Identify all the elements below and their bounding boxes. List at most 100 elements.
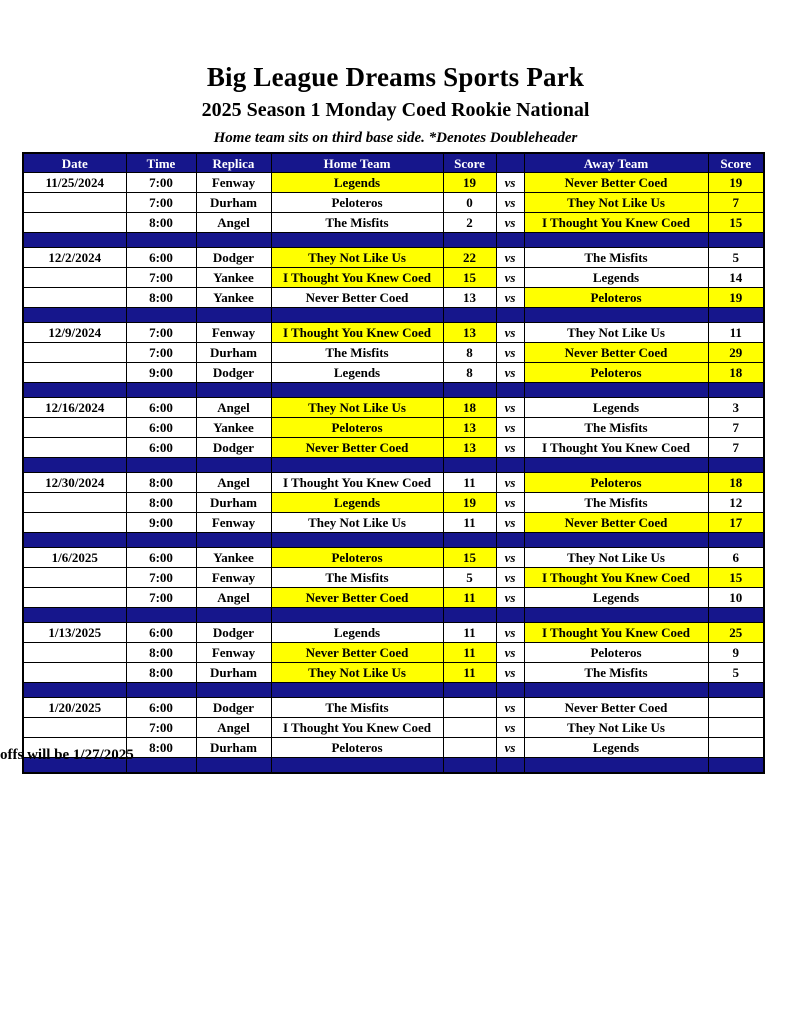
spacer-cell: [442, 457, 497, 473]
vs-cell: vs: [495, 342, 525, 363]
vs-cell: vs: [495, 567, 525, 588]
spacer-cell: [495, 682, 525, 698]
away-score-cell: 7: [707, 192, 765, 213]
spacer-cell: [195, 382, 272, 398]
away-score-cell: 6: [707, 547, 765, 568]
vs-cell: vs: [495, 362, 525, 383]
date-cell: [22, 587, 127, 608]
date-cell: 11/25/2024: [22, 172, 127, 193]
away-team-cell: Legends: [523, 267, 709, 288]
spacer-cell: [523, 682, 709, 698]
home-score-cell: 11: [442, 587, 497, 608]
date-cell: 12/16/2024: [22, 397, 127, 418]
away-score-cell: 19: [707, 287, 765, 308]
date-cell: [22, 267, 127, 288]
col-header-away-score: Score: [707, 152, 765, 173]
away-team-cell: The Misfits: [523, 247, 709, 268]
home-team-cell: I Thought You Knew Coed: [270, 322, 444, 343]
spacer-cell: [22, 757, 127, 774]
spacer-cell: [707, 682, 765, 698]
spacer-cell: [270, 382, 444, 398]
spacer-cell: [707, 757, 765, 774]
home-team-cell: Peloteros: [270, 547, 444, 568]
vs-cell: vs: [495, 472, 525, 493]
time-cell: 7:00: [125, 717, 197, 738]
away-score-cell: [707, 697, 765, 718]
replica-cell: Dodger: [195, 362, 272, 383]
home-team-cell: Peloteros: [270, 417, 444, 438]
home-score-cell: 0: [442, 192, 497, 213]
vs-cell: vs: [495, 397, 525, 418]
spacer-cell: [442, 607, 497, 623]
home-team-cell: I Thought You Knew Coed: [270, 267, 444, 288]
spacer-cell: [495, 532, 525, 548]
time-cell: 6:00: [125, 697, 197, 718]
home-team-cell: Never Better Coed: [270, 587, 444, 608]
game-row: 1/20/2025 6:00 Dodger The Misfits vs Never Be…: [22, 697, 765, 718]
home-score-cell: 11: [442, 512, 497, 533]
away-score-cell: 18: [707, 362, 765, 383]
away-team-cell: Never Better Coed: [523, 342, 709, 363]
spacer-cell: [523, 382, 709, 398]
replica-cell: Fenway: [195, 642, 272, 663]
game-row: 12/9/2024 7:00 Fenway I Thought You Knew Co…: [22, 322, 765, 343]
spacer-cell: [22, 607, 127, 623]
date-cell: [22, 417, 127, 438]
away-score-cell: 15: [707, 212, 765, 233]
replica-cell: Durham: [195, 192, 272, 213]
time-cell: 8:00: [125, 472, 197, 493]
time-cell: 8:00: [125, 492, 197, 513]
spacer-cell: [270, 457, 444, 473]
vs-cell: vs: [495, 322, 525, 343]
away-team-cell: Peloteros: [523, 472, 709, 493]
home-team-cell: I Thought You Knew Coed: [270, 717, 444, 738]
home-score-cell: 13: [442, 417, 497, 438]
time-cell: 7:00: [125, 192, 197, 213]
away-score-cell: [707, 737, 765, 758]
away-team-cell: The Misfits: [523, 492, 709, 513]
away-score-cell: 5: [707, 662, 765, 683]
date-cell: [22, 192, 127, 213]
spacer-cell: [125, 307, 197, 323]
vs-cell: vs: [495, 662, 525, 683]
col-header-home-team: Home Team: [270, 152, 444, 173]
date-cell: [22, 492, 127, 513]
away-team-cell: Legends: [523, 737, 709, 758]
vs-cell: vs: [495, 737, 525, 758]
home-score-cell: 15: [442, 267, 497, 288]
time-cell: 8:00: [125, 642, 197, 663]
vs-cell: vs: [495, 512, 525, 533]
spacer-cell: [442, 382, 497, 398]
date-cell: [22, 437, 127, 458]
home-team-cell: Legends: [270, 622, 444, 643]
replica-cell: Fenway: [195, 322, 272, 343]
spacer-cell: [707, 532, 765, 548]
spacer-cell: [195, 607, 272, 623]
away-team-cell: They Not Like Us: [523, 322, 709, 343]
vs-cell: vs: [495, 642, 525, 663]
home-score-cell: 13: [442, 287, 497, 308]
game-row: 7:00 Durham The Misfits 8 vs Never Better Coe…: [22, 342, 765, 363]
game-row: 12/30/2024 8:00 Angel I Thought You Knew Co…: [22, 472, 765, 493]
col-header-replica: Replica: [195, 152, 272, 173]
home-team-cell: They Not Like Us: [270, 397, 444, 418]
spacer-row: [22, 757, 765, 774]
vs-cell: vs: [495, 172, 525, 193]
replica-cell: Fenway: [195, 567, 272, 588]
spacer-cell: [22, 382, 127, 398]
time-cell: 8:00: [125, 662, 197, 683]
home-score-cell: 2: [442, 212, 497, 233]
time-cell: 9:00: [125, 362, 197, 383]
replica-cell: Durham: [195, 492, 272, 513]
game-row: 8:00 Durham Peloteros vs Legends: [22, 737, 765, 758]
spacer-cell: [22, 457, 127, 473]
spacer-row: [22, 457, 765, 473]
replica-cell: Angel: [195, 717, 272, 738]
spacer-cell: [125, 232, 197, 248]
home-team-cell: Never Better Coed: [270, 642, 444, 663]
spacer-cell: [270, 607, 444, 623]
date-cell: [22, 287, 127, 308]
game-row: 7:00 Durham Peloteros 0 vs They Not Like Us 7: [22, 192, 765, 213]
home-score-cell: 13: [442, 322, 497, 343]
home-score-cell: [442, 737, 497, 758]
